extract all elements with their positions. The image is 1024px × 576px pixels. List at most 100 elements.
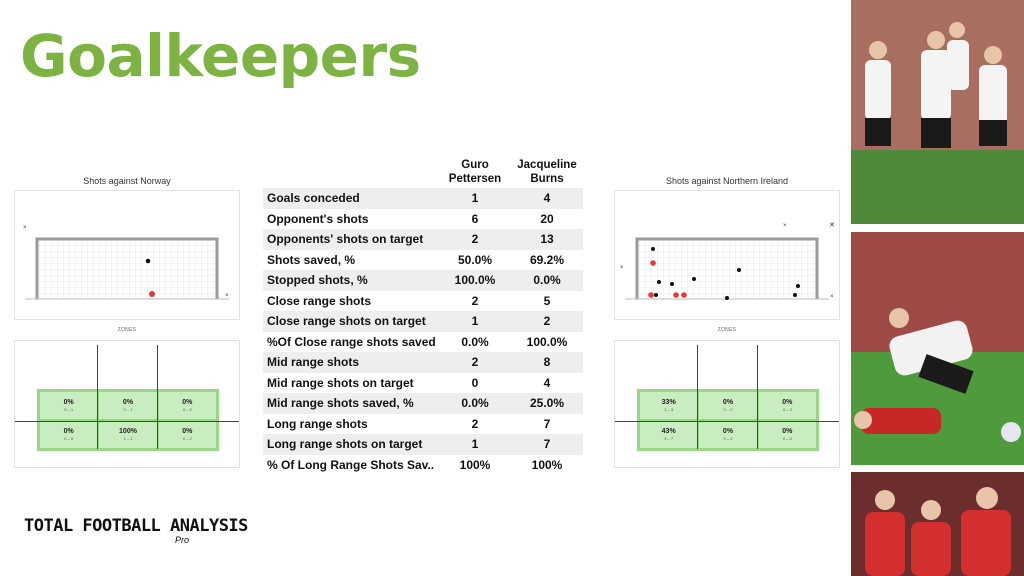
row-label: Goals conceded <box>267 191 360 206</box>
shot-marker <box>657 280 661 284</box>
table-row: Close range shots 2 5 <box>263 291 583 312</box>
row-label: Mid range shots on target <box>267 375 414 390</box>
shot-marker <box>654 293 658 297</box>
zone-cell: 0% 0 – 2 <box>698 420 758 449</box>
row-label: Close range shots on target <box>267 314 426 329</box>
value-burns: 4 <box>543 191 551 206</box>
zone-cell: 0% 0 – 3 <box>757 391 817 420</box>
zone-divider <box>615 421 839 422</box>
value-burns: 25.0% <box>529 396 565 411</box>
value-burns: 7 <box>543 416 551 431</box>
value-burns: 4 <box>543 375 551 390</box>
goalkeeper-stats-table: Guro Pettersen Jacqueline Burns Goals co… <box>263 158 583 475</box>
value-pettersen: 6 <box>471 211 479 226</box>
zone-cell: 100% 1 – 1 <box>98 420 158 449</box>
table-header: Guro Pettersen Jacqueline Burns <box>263 158 583 188</box>
svg-text:×: × <box>23 225 27 231</box>
svg-text:×: × <box>620 265 624 271</box>
value-pettersen: 2 <box>471 232 479 247</box>
zone-divider <box>157 345 158 449</box>
shot-marker <box>793 293 797 297</box>
norway-team-photo <box>851 472 1024 576</box>
value-pettersen: 2 <box>471 416 479 431</box>
row-label: Long range shots <box>267 416 368 431</box>
table-row: Mid range shots saved, % 0.0% 25.0% <box>263 393 583 414</box>
row-label: %Of Close range shots saved <box>267 334 436 349</box>
table-row: Opponents' shots on target 2 13 <box>263 229 583 250</box>
left-zones-label: ZONES <box>117 327 137 333</box>
value-burns: 100% <box>531 457 563 472</box>
right-panel-caption: Shots against Northern Ireland <box>665 176 789 186</box>
goal-marker <box>149 291 155 297</box>
value-burns: 2 <box>543 314 551 329</box>
value-pettersen: 0.0% <box>461 334 489 349</box>
value-pettersen: 0 <box>471 375 479 390</box>
row-label: % Of Long Range Shots Sav.. <box>267 457 435 472</box>
shot-marker <box>692 277 696 281</box>
column-header: Jacqueline Burns <box>517 159 577 185</box>
row-label: Long range shots on target <box>267 437 423 452</box>
right-zones-panel: 33% 1 – 3 0% 0 – 0 0% 0 – 3 43% 3 – 7 0% 0 – … <box>614 340 840 468</box>
value-burns: 0.0% <box>533 273 561 288</box>
left-goal-shot-map: × × <box>14 190 240 320</box>
value-pettersen: 2 <box>471 355 479 370</box>
table-row: % Of Long Range Shots Sav.. 100% 100% <box>263 455 583 476</box>
svg-text:✕: ✕ <box>829 222 835 229</box>
table-row: Goals conceded 1 4 <box>263 188 583 209</box>
value-pettersen: 100% <box>459 457 491 472</box>
row-label: Mid range shots saved, % <box>267 396 414 411</box>
zone-cell: 0% 0 – 0 <box>39 420 99 449</box>
table-row: Mid range shots 2 8 <box>263 352 583 373</box>
zone-cell: 0% 0 – 3 <box>757 420 817 449</box>
zone-cell: 33% 1 – 3 <box>639 391 699 420</box>
shot-marker <box>670 282 674 286</box>
value-burns: 5 <box>543 293 551 308</box>
zone-divider <box>97 345 98 449</box>
goal-marker <box>681 292 687 298</box>
right-zones-label: ZONES <box>717 327 737 333</box>
row-label: Shots saved, % <box>267 252 356 267</box>
shot-marker <box>737 268 741 272</box>
zone-divider <box>757 345 758 449</box>
table-row: Stopped shots, % 100.0% 0.0% <box>263 270 583 291</box>
value-burns: 100.0% <box>526 334 568 349</box>
svg-text:×: × <box>783 223 787 229</box>
goal-marker <box>648 292 654 298</box>
value-pettersen: 100.0% <box>454 273 496 288</box>
zone-cell: 0% 0 – 0 <box>157 391 217 420</box>
goal-marker <box>650 260 656 266</box>
value-burns: 20 <box>540 211 554 226</box>
match-action-photo <box>851 232 1024 465</box>
row-label: Opponents' shots on target <box>267 232 424 247</box>
shot-marker <box>145 258 151 264</box>
table-row: Mid range shots on target 0 4 <box>263 373 583 394</box>
value-pettersen: 50.0% <box>457 252 493 267</box>
team-celebration-photo <box>851 0 1024 224</box>
row-label: Mid range shots <box>267 355 360 370</box>
page-title: Goalkeepers <box>20 22 421 90</box>
row-label: Close range shots <box>267 293 372 308</box>
value-pettersen: 1 <box>471 314 479 329</box>
column-header: Guro Pettersen <box>448 159 502 185</box>
svg-text:×: × <box>830 294 834 300</box>
row-label: Stopped shots, % <box>267 273 368 288</box>
table-row: Opponent's shots 6 20 <box>263 209 583 230</box>
zone-cell: 43% 3 – 7 <box>639 420 699 449</box>
row-label: Opponent's shots <box>267 211 369 226</box>
goal-marker <box>673 292 679 298</box>
zone-cell: 0% 0 – 2 <box>157 420 217 449</box>
zone-cell: 0% 0 – 1 <box>39 391 99 420</box>
table-row: Long range shots on target 1 7 <box>263 434 583 455</box>
zone-divider <box>697 345 698 449</box>
right-goal-shot-map: × ✕ × × <box>614 190 840 320</box>
table-row: Long range shots 2 7 <box>263 414 583 435</box>
value-burns: 7 <box>543 437 551 452</box>
svg-text:×: × <box>225 293 229 299</box>
brand-logo: TOTAL FOOTBALL ANALYSIS <box>24 516 248 536</box>
value-burns: 13 <box>540 232 554 247</box>
zone-cell: 0% 0 – 1 <box>98 391 158 420</box>
shot-marker <box>725 296 729 300</box>
value-burns: 69.2% <box>529 252 565 267</box>
left-panel-caption: Shots against Norway <box>83 176 171 186</box>
value-pettersen: 2 <box>471 293 479 308</box>
